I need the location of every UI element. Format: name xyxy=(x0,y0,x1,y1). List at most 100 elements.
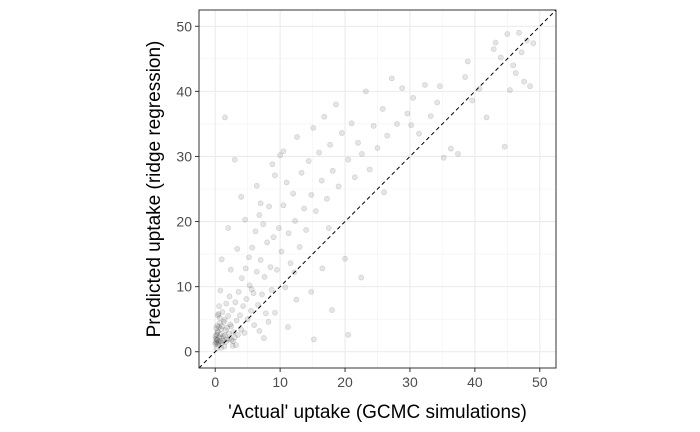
data-point xyxy=(384,132,391,139)
data-point xyxy=(434,99,441,106)
data-point xyxy=(229,307,235,313)
data-point xyxy=(310,124,317,131)
data-point xyxy=(257,200,264,207)
x-axis-title: 'Actual' uptake (GCMC simulations) xyxy=(228,402,527,423)
data-point xyxy=(246,254,252,261)
data-point xyxy=(242,216,248,223)
data-point xyxy=(224,324,231,331)
data-point xyxy=(490,46,497,52)
data-point xyxy=(316,149,322,156)
data-point xyxy=(215,339,222,346)
data-point xyxy=(213,340,220,347)
data-point xyxy=(308,191,315,198)
data-point xyxy=(217,331,224,338)
data-point xyxy=(214,322,221,329)
data-point xyxy=(366,166,373,173)
data-point xyxy=(222,332,228,339)
data-point xyxy=(345,331,352,338)
data-point xyxy=(244,316,251,323)
data-point xyxy=(329,167,336,174)
data-point xyxy=(370,122,377,129)
data-point xyxy=(215,324,222,330)
x-tick-label: 10 xyxy=(272,374,288,390)
data-point xyxy=(310,336,317,343)
data-point xyxy=(436,83,443,90)
data-point xyxy=(416,130,422,137)
data-point xyxy=(249,244,256,251)
data-point xyxy=(379,106,386,112)
data-point xyxy=(214,329,221,336)
data-point xyxy=(259,291,265,298)
data-point xyxy=(223,339,229,345)
data-point xyxy=(260,221,267,228)
data-point xyxy=(265,318,272,325)
data-point xyxy=(501,143,508,150)
data-point xyxy=(214,312,221,319)
data-point xyxy=(250,290,257,297)
x-tick-label: 50 xyxy=(532,374,548,390)
data-point xyxy=(256,212,263,218)
y-tick-label: 30 xyxy=(176,148,192,164)
data-point xyxy=(212,335,219,342)
data-point xyxy=(287,260,294,267)
data-point xyxy=(212,333,219,340)
data-point xyxy=(261,335,267,341)
identity-reference-line xyxy=(198,9,557,369)
data-point xyxy=(358,274,365,281)
data-point xyxy=(218,344,224,351)
data-point xyxy=(232,299,239,306)
data-point xyxy=(252,228,259,235)
data-point xyxy=(278,248,285,255)
data-point xyxy=(345,156,352,163)
data-point xyxy=(220,318,227,325)
data-point xyxy=(273,266,280,273)
x-tick-label: 30 xyxy=(402,374,418,390)
data-point xyxy=(217,320,223,326)
data-point xyxy=(238,193,245,200)
data-point xyxy=(216,314,223,321)
data-point xyxy=(447,145,454,152)
data-point xyxy=(228,323,235,330)
data-point xyxy=(224,336,230,343)
data-point xyxy=(248,286,255,293)
data-point xyxy=(282,284,289,291)
data-point xyxy=(290,190,297,197)
data-point xyxy=(521,78,528,85)
data-point xyxy=(227,321,234,328)
data-point xyxy=(226,293,233,300)
data-point xyxy=(404,110,411,117)
data-point xyxy=(243,296,250,302)
data-point xyxy=(338,130,345,136)
data-point xyxy=(226,335,233,342)
data-point xyxy=(381,189,387,196)
data-point xyxy=(527,83,533,90)
data-point xyxy=(292,217,298,224)
data-point xyxy=(220,333,227,340)
data-point xyxy=(399,85,406,92)
data-point xyxy=(303,227,309,233)
data-point xyxy=(216,334,223,341)
x-tick-label: 0 xyxy=(211,374,219,390)
data-point xyxy=(218,326,224,332)
data-point xyxy=(394,121,400,127)
data-point xyxy=(280,202,287,209)
data-point xyxy=(212,341,219,347)
data-point xyxy=(421,81,428,88)
data-point xyxy=(223,300,230,307)
data-point xyxy=(234,245,241,252)
data-point xyxy=(305,158,312,164)
data-point xyxy=(227,266,234,273)
gridlines xyxy=(199,10,556,368)
data-point xyxy=(342,255,348,262)
data-point xyxy=(225,313,232,319)
data-point xyxy=(255,301,261,308)
data-point xyxy=(268,286,275,293)
data-point xyxy=(240,303,247,310)
data-point xyxy=(229,342,236,349)
data-point xyxy=(285,324,291,330)
data-point xyxy=(235,331,241,338)
data-point xyxy=(218,340,225,347)
y-axis-title: Predicted uptake (ridge regression) xyxy=(144,41,165,338)
y-tick-label: 40 xyxy=(176,83,192,99)
